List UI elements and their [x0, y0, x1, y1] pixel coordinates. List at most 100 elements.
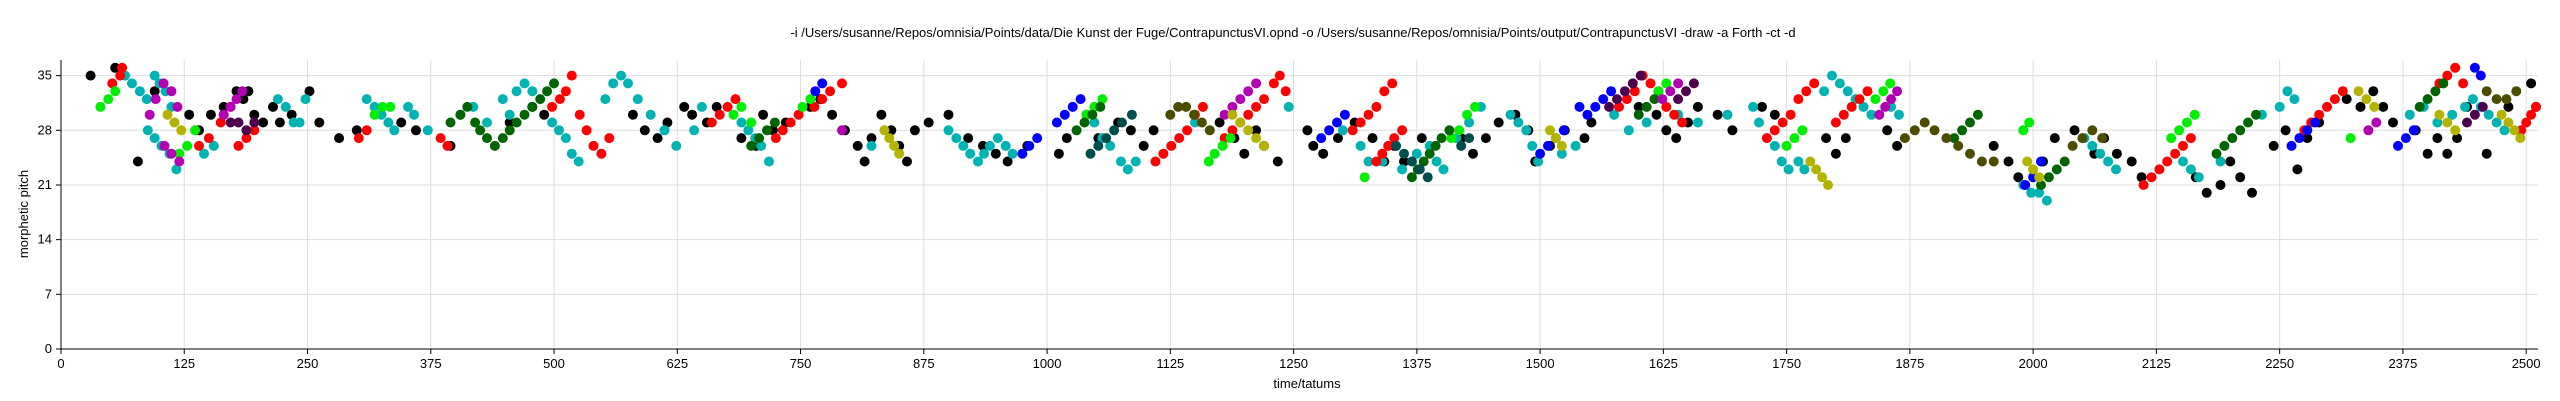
x-tick-label: 500 — [543, 356, 565, 371]
data-point-olive — [1243, 125, 1254, 136]
data-point-purple — [225, 117, 236, 128]
data-point-magenta — [166, 148, 177, 159]
data-point-green — [369, 109, 380, 120]
data-point-green — [1217, 140, 1228, 151]
data-point-cyan — [1570, 140, 1581, 151]
data-point-cyan — [149, 133, 160, 144]
data-point-blue — [1535, 148, 1546, 159]
data-point-black — [1214, 117, 1225, 128]
data-point-blue — [1324, 125, 1335, 136]
data-point-cyan — [671, 140, 682, 151]
data-point-darkgreen — [1430, 140, 1441, 151]
data-point-cyan — [1842, 86, 1853, 97]
data-point-darkgreen — [2414, 101, 2425, 112]
data-point-cyan — [2193, 172, 2204, 183]
data-point-darkolive — [2481, 86, 2492, 97]
data-point-green — [1885, 78, 1896, 89]
data-point-olive — [2361, 94, 2372, 105]
data-point-olive — [1823, 180, 1833, 190]
data-point-red — [1846, 101, 1857, 112]
data-point-black — [238, 94, 249, 105]
data-point-purple — [241, 125, 252, 136]
data-point-cyan — [2095, 148, 2106, 159]
data-point-red — [1363, 109, 1374, 120]
x-tick-label: 125 — [173, 356, 195, 371]
data-point-cyan — [1337, 125, 1348, 136]
data-point-darkolive — [1189, 109, 1199, 120]
data-point-magenta — [2363, 125, 2374, 136]
data-point-black — [963, 133, 974, 144]
data-point-darkgreen — [2227, 133, 2238, 144]
data-point-cyan — [1000, 140, 1011, 151]
data-point-black — [1671, 133, 1682, 144]
data-point-darkgreen — [1087, 109, 1098, 120]
data-point-cyan — [1513, 117, 1524, 128]
data-point-cyan — [272, 94, 283, 105]
data-point-darkolive — [2097, 133, 2108, 144]
data-point-cyan — [756, 140, 767, 151]
data-point-cyan — [2282, 86, 2293, 97]
data-point-olive — [2509, 125, 2520, 136]
data-point-magenta — [218, 109, 229, 120]
data-point-darkolive — [1196, 117, 1207, 128]
data-point-magenta — [1874, 109, 1885, 120]
data-point-cyan — [1834, 78, 1845, 89]
data-point-olive — [884, 133, 895, 144]
data-point-magenta — [1892, 86, 1903, 97]
data-point-black — [1367, 133, 1378, 144]
data-point-magenta — [231, 94, 242, 105]
data-point-black — [1002, 156, 1013, 167]
data-point-red — [1862, 86, 1873, 97]
data-point-cyan — [2178, 156, 2188, 167]
data-point-red — [117, 62, 128, 73]
data-point-cyan — [1122, 164, 1133, 175]
data-point-green — [2345, 133, 2356, 144]
data-point-darkgreen — [1095, 101, 1106, 112]
data-point-black — [2013, 172, 2024, 183]
data-point-darkgreen — [445, 117, 456, 128]
data-point-darkolive — [1181, 101, 1192, 112]
data-point-red — [730, 94, 741, 105]
data-point-black — [886, 125, 897, 136]
data-point-red — [560, 86, 571, 97]
data-point-magenta — [1880, 101, 1891, 112]
data-point-red — [361, 125, 372, 136]
data-point-magenta — [172, 101, 183, 112]
data-point-black — [990, 148, 1001, 159]
data-point-cyan — [1793, 156, 1804, 167]
data-point-black — [2049, 133, 2060, 144]
data-point-cyan — [127, 78, 137, 89]
data-point-darkolive — [2491, 94, 2502, 105]
data-point-red — [1243, 109, 1254, 120]
data-point-black — [218, 101, 229, 112]
data-point-darkgreen — [1649, 94, 1660, 105]
data-point-green — [2189, 109, 2200, 120]
data-point-black — [909, 125, 920, 136]
data-point-cyan — [573, 156, 584, 167]
data-point-black — [1661, 125, 1672, 136]
data-point-olive — [162, 109, 173, 120]
data-point-darkgreen — [2438, 78, 2449, 89]
data-point-olive — [1545, 125, 1555, 136]
data-point-red — [1614, 101, 1624, 112]
data-point-darkgreen — [1957, 125, 1968, 136]
data-point-red — [115, 70, 126, 81]
data-point-green — [2024, 117, 2035, 128]
data-point-darkolive — [1929, 125, 1940, 136]
data-point-black — [1493, 117, 1504, 128]
data-point-black — [149, 86, 160, 97]
data-point-green — [1878, 86, 1889, 97]
data-point-red — [1355, 117, 1366, 128]
data-point-magenta — [158, 78, 169, 89]
data-point-cyan — [560, 133, 571, 144]
data-point-olive — [2434, 109, 2445, 120]
data-point-darkteal — [1101, 133, 1112, 144]
data-point-olive — [1251, 133, 1262, 144]
data-point-black — [627, 109, 638, 120]
data-point-cyan — [1722, 109, 1733, 120]
data-point-cyan — [659, 125, 670, 136]
data-point-black — [2003, 156, 2014, 167]
data-point-darkgreen — [527, 101, 538, 112]
data-point-darkteal — [1117, 117, 1127, 128]
data-point-darkgreen — [519, 109, 530, 120]
